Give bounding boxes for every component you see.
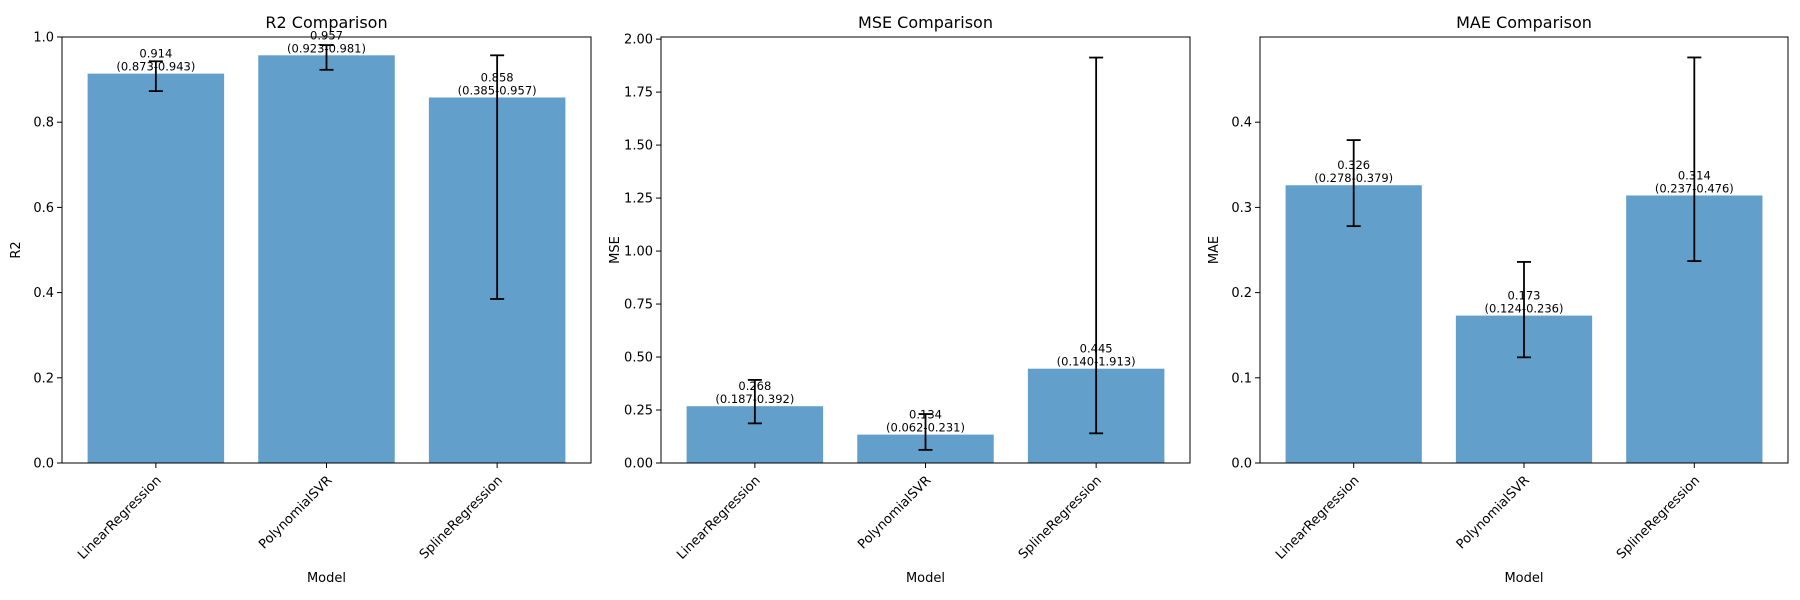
x-tick-label: PolynomialSVR [256, 473, 335, 552]
y-axis-label: R2 [9, 241, 24, 258]
x-tick-label: SplineRegression [417, 473, 506, 562]
y-tick-label: 0.4 [1231, 116, 1252, 131]
x-tick-label: LinearRegression [674, 473, 763, 562]
y-tick-label: 0.75 [624, 298, 653, 313]
y-tick-label: 0.0 [1231, 457, 1252, 472]
data-label-interval: (0.385-0.957) [458, 83, 537, 97]
error-bar [1517, 261, 1531, 359]
data-label-interval: (0.140-1.913) [1057, 355, 1136, 369]
error-bar [1346, 139, 1361, 228]
bar [258, 55, 395, 464]
data-label-value: 0.173 [1508, 289, 1541, 303]
error-bar [1089, 56, 1104, 435]
y-tick-label: 1.00 [624, 245, 653, 260]
error-bar [148, 60, 163, 93]
data-label-value: 0.326 [1337, 158, 1370, 172]
data-label-value: 0.858 [481, 70, 514, 84]
chart-title: MAE Comparison [1456, 13, 1592, 32]
error-bar [918, 413, 933, 451]
data-label-value: 0.445 [1080, 342, 1113, 356]
x-axis-label: Model [1504, 571, 1543, 586]
y-tick-label: 1.50 [624, 139, 653, 154]
data-label-value: 0.914 [139, 47, 172, 61]
x-tick-label: SplineRegression [1016, 473, 1105, 562]
y-tick-label: 0.2 [1231, 286, 1252, 301]
y-axis-label: MSE [608, 236, 623, 264]
y-tick-label: 0.8 [33, 116, 54, 131]
chart-title: R2 Comparison [265, 13, 387, 32]
y-tick-label: 1.0 [33, 31, 54, 46]
data-label-value: 0.957 [310, 28, 343, 42]
y-tick-label: 0.50 [624, 351, 653, 366]
data-label-value: 0.314 [1678, 168, 1711, 182]
data-label-value: 0.268 [738, 379, 771, 393]
y-axis-label: MAE [1207, 236, 1222, 264]
data-label-value: 0.134 [909, 408, 942, 422]
x-tick-label: LinearRegression [75, 473, 164, 562]
error-bar [1687, 56, 1702, 262]
y-tick-label: 0.4 [33, 286, 54, 301]
y-tick-label: 1.75 [624, 86, 653, 101]
data-label-interval: (0.062-0.231) [886, 421, 965, 435]
x-axis-label: Model [906, 571, 945, 586]
error-bar [747, 379, 762, 425]
y-tick-label: 0.00 [624, 457, 653, 472]
y-tick-label: 0.3 [1231, 201, 1252, 216]
chart-r2: R2 Comparison Model R2 0.914(0.873-0.943… [9, 13, 592, 586]
bar [87, 73, 225, 464]
chart-mae: MAE Comparison Model MAE 0.326(0.278-0.3… [1207, 13, 1789, 586]
chart-title: MSE Comparison [858, 13, 993, 32]
y-tick-label: 0.6 [33, 201, 54, 216]
data-label-interval: (0.187-0.392) [715, 392, 794, 406]
data-label-interval: (0.124-0.236) [1485, 302, 1564, 316]
x-tick-label: PolynomialSVR [1454, 473, 1533, 552]
bar [1285, 185, 1422, 464]
x-tick-label: PolynomialSVR [855, 473, 934, 552]
data-label-interval: (0.278-0.379) [1314, 171, 1393, 185]
chart-mse: MSE Comparison Model MSE 0.268(0.187-0.3… [608, 13, 1191, 586]
error-bar [490, 54, 505, 300]
y-tick-label: 0.2 [33, 371, 54, 386]
x-tick-label: SplineRegression [1614, 473, 1703, 562]
x-tick-label: LinearRegression [1273, 473, 1362, 562]
data-label-interval: (0.237-0.476) [1655, 181, 1734, 195]
y-tick-label: 2.00 [624, 33, 653, 48]
y-tick-label: 0.1 [1231, 371, 1252, 386]
error-bar [319, 44, 334, 71]
data-label-interval: (0.873-0.943) [116, 60, 195, 74]
data-label-interval: (0.923-0.981) [287, 41, 366, 55]
y-tick-label: 1.25 [624, 192, 653, 207]
y-tick-label: 0.0 [33, 457, 54, 472]
x-axis-label: Model [307, 571, 346, 586]
y-tick-label: 0.25 [624, 404, 653, 419]
